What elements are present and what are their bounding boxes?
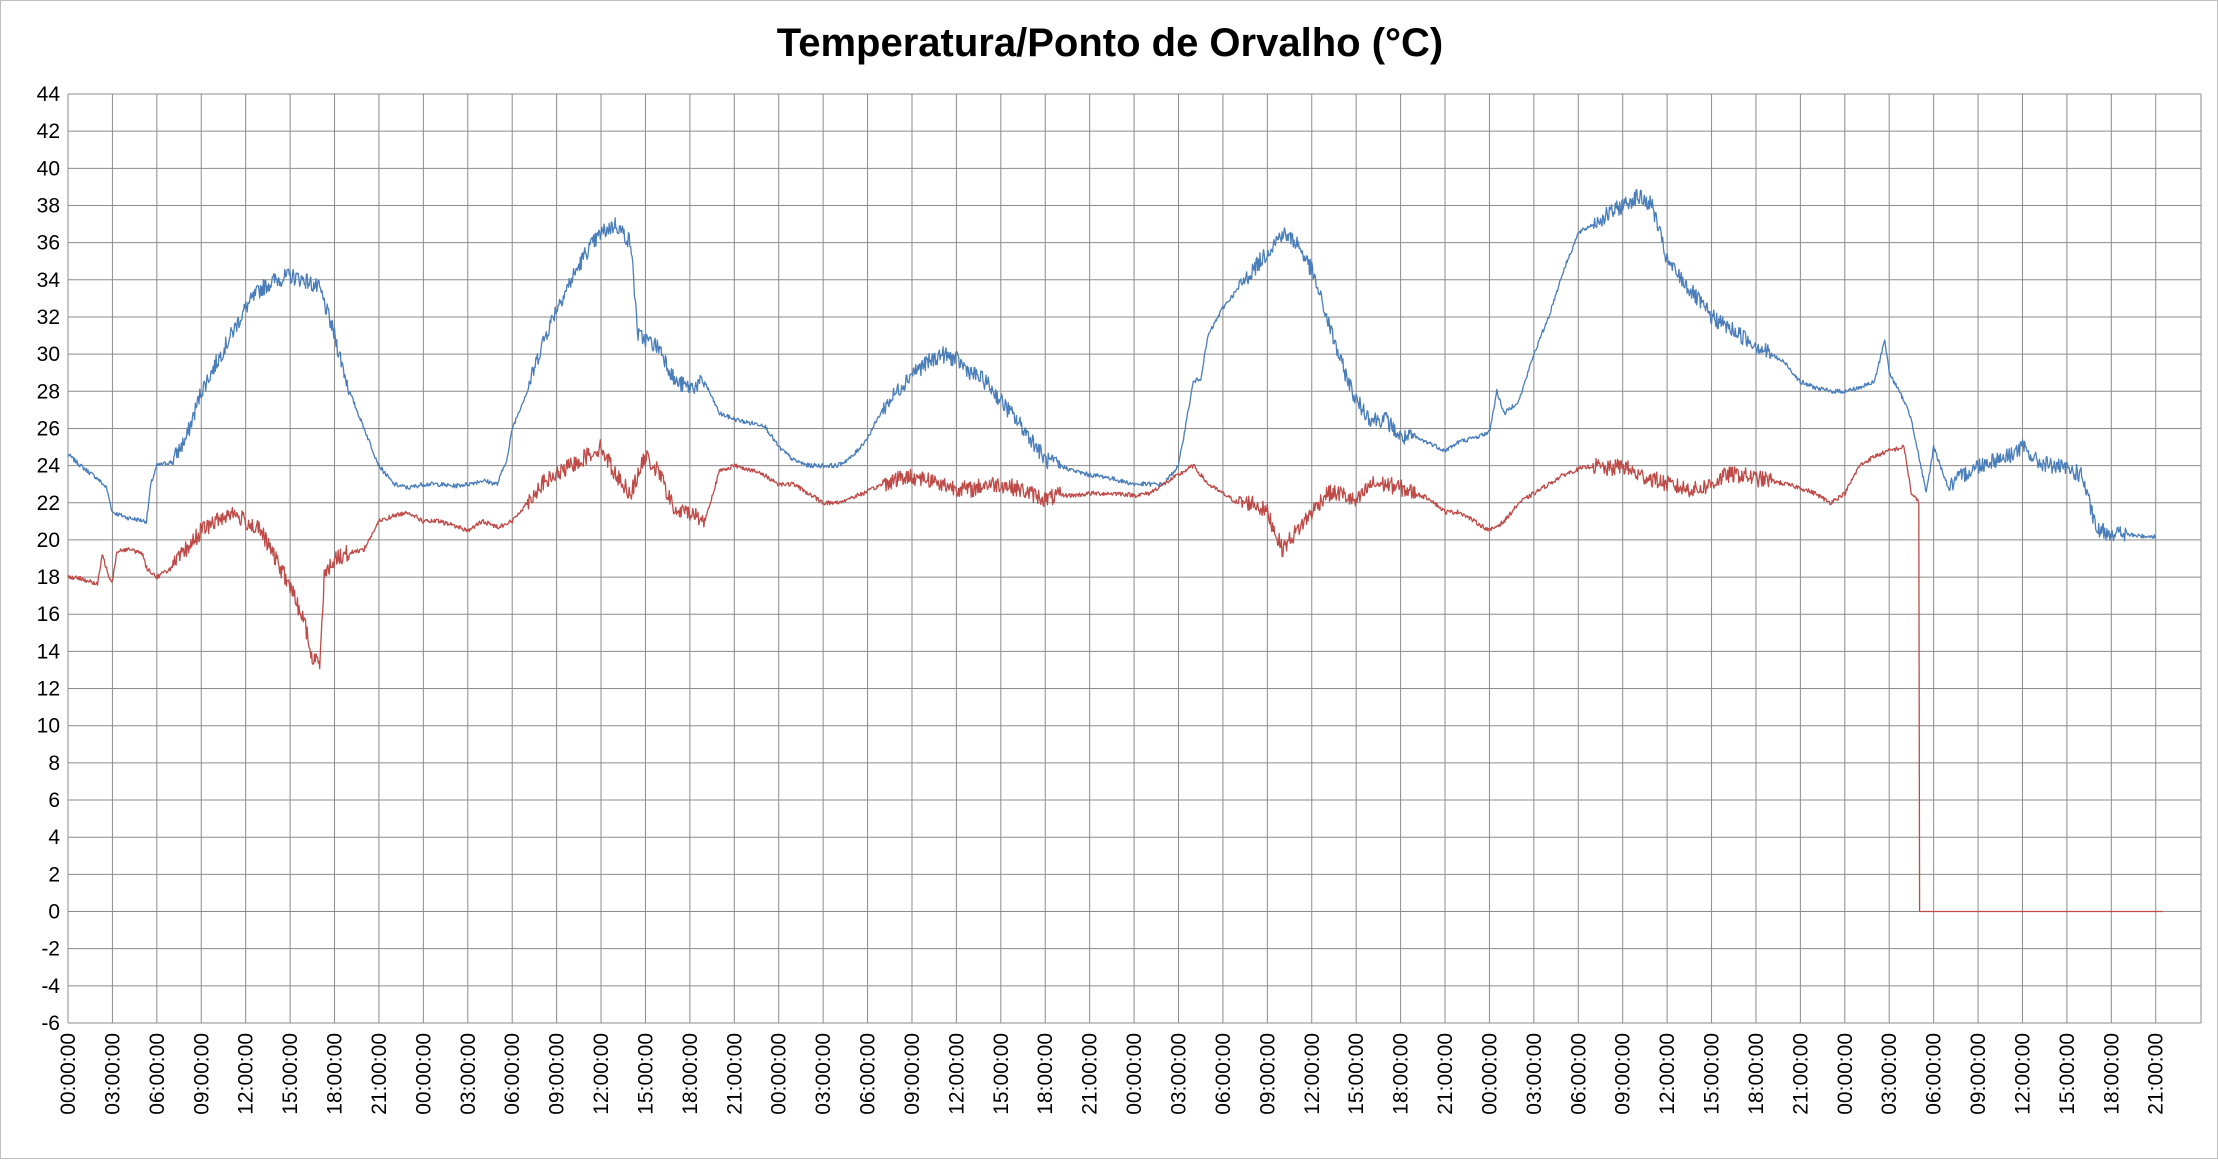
y-tick-label: 32 — [37, 306, 60, 329]
y-tick-label: 16 — [37, 603, 60, 626]
x-tick-label: 21:00:00 — [2145, 1033, 2168, 1115]
x-tick-label: 00:00:00 — [57, 1033, 80, 1115]
x-tick-label: 18:00:00 — [1390, 1033, 1413, 1115]
x-tick-label: 09:00:00 — [1256, 1033, 1279, 1115]
series-layer — [67, 189, 2164, 913]
x-tick-label: 09:00:00 — [1612, 1033, 1635, 1115]
x-tick-label: 12:00:00 — [235, 1033, 258, 1115]
x-tick-label: 03:00:00 — [101, 1033, 124, 1115]
y-tick-label: 8 — [48, 752, 60, 775]
y-axis-ticks: -6-4-20246810121416182022242628303234363… — [37, 83, 61, 1035]
x-tick-label: 18:00:00 — [2100, 1033, 2123, 1115]
y-tick-label: 36 — [37, 232, 60, 255]
x-tick-label: 06:00:00 — [501, 1033, 524, 1115]
x-tick-label: 21:00:00 — [723, 1033, 746, 1115]
y-tick-label: 28 — [37, 380, 60, 403]
x-tick-label: 12:00:00 — [590, 1033, 613, 1115]
y-tick-label: 2 — [48, 863, 60, 886]
x-tick-label: 03:00:00 — [1878, 1033, 1901, 1115]
x-tick-label: 21:00:00 — [1434, 1033, 1457, 1115]
y-tick-label: 24 — [37, 455, 61, 478]
x-tick-label: 18:00:00 — [1745, 1033, 1768, 1115]
x-tick-label: 18:00:00 — [1034, 1033, 1057, 1115]
x-tick-label: 12:00:00 — [1656, 1033, 1679, 1115]
x-tick-label: 12:00:00 — [945, 1033, 968, 1115]
x-tick-label: 15:00:00 — [279, 1033, 302, 1115]
y-tick-label: 6 — [48, 789, 60, 812]
y-tick-label: 38 — [37, 194, 60, 217]
x-tick-label: 21:00:00 — [1079, 1033, 1102, 1115]
y-tick-label: 34 — [37, 269, 61, 292]
x-tick-label: 06:00:00 — [857, 1033, 880, 1115]
x-tick-label: 00:00:00 — [1834, 1033, 1857, 1115]
y-tick-label: 12 — [37, 678, 60, 701]
y-tick-label: 10 — [37, 715, 60, 738]
x-tick-label: 21:00:00 — [1789, 1033, 1812, 1115]
x-tick-label: 06:00:00 — [1923, 1033, 1946, 1115]
x-tick-label: 00:00:00 — [1478, 1033, 1501, 1115]
x-tick-label: 09:00:00 — [901, 1033, 924, 1115]
y-tick-label: 4 — [48, 826, 60, 849]
x-tick-label: 18:00:00 — [679, 1033, 702, 1115]
x-tick-label: 15:00:00 — [634, 1033, 657, 1115]
y-tick-label: 30 — [37, 343, 60, 366]
x-tick-label: 21:00:00 — [368, 1033, 391, 1115]
y-tick-label: 44 — [37, 83, 61, 106]
y-tick-label: 0 — [48, 901, 60, 924]
x-tick-label: 15:00:00 — [990, 1033, 1013, 1115]
y-tick-label: 22 — [37, 492, 60, 515]
y-tick-label: -4 — [41, 975, 60, 998]
y-tick-label: -2 — [41, 938, 60, 961]
gridlines — [67, 93, 2202, 1024]
x-tick-label: 12:00:00 — [2011, 1033, 2034, 1115]
y-tick-label: 42 — [37, 120, 60, 143]
y-tick-label: 26 — [37, 417, 60, 440]
x-tick-label: 03:00:00 — [1168, 1033, 1191, 1115]
x-tick-label: 00:00:00 — [1123, 1033, 1146, 1115]
y-tick-label: 18 — [37, 566, 60, 589]
series-line-2 — [67, 439, 2164, 913]
chart-title: Temperatura/Ponto de Orvalho (°C) — [777, 21, 1443, 65]
x-tick-label: 15:00:00 — [1701, 1033, 1724, 1115]
x-tick-label: 15:00:00 — [2056, 1033, 2079, 1115]
x-tick-label: 03:00:00 — [1523, 1033, 1546, 1115]
x-axis-ticks: 00:00:00 03:00:00 06:00:00 09:00:00 12:00:00… — [57, 1033, 2168, 1115]
x-tick-label: 00:00:00 — [412, 1033, 435, 1115]
x-tick-label: 12:00:00 — [1301, 1033, 1324, 1115]
y-tick-label: 40 — [37, 157, 60, 180]
x-tick-label: 06:00:00 — [1212, 1033, 1235, 1115]
y-tick-label: 14 — [37, 640, 61, 663]
x-tick-label: 03:00:00 — [457, 1033, 480, 1115]
x-tick-label: 15:00:00 — [1345, 1033, 1368, 1115]
y-tick-label: 20 — [37, 529, 60, 552]
x-tick-label: 09:00:00 — [1967, 1033, 1990, 1115]
x-tick-label: 09:00:00 — [190, 1033, 213, 1115]
x-tick-label: 06:00:00 — [1567, 1033, 1590, 1115]
y-tick-label: -6 — [41, 1012, 60, 1035]
series-line-1 — [67, 189, 2157, 542]
x-tick-label: 03:00:00 — [812, 1033, 835, 1115]
x-tick-label: 18:00:00 — [324, 1033, 347, 1115]
x-tick-label: 00:00:00 — [768, 1033, 791, 1115]
x-tick-label: 09:00:00 — [546, 1033, 569, 1115]
x-tick-label: 06:00:00 — [146, 1033, 169, 1115]
